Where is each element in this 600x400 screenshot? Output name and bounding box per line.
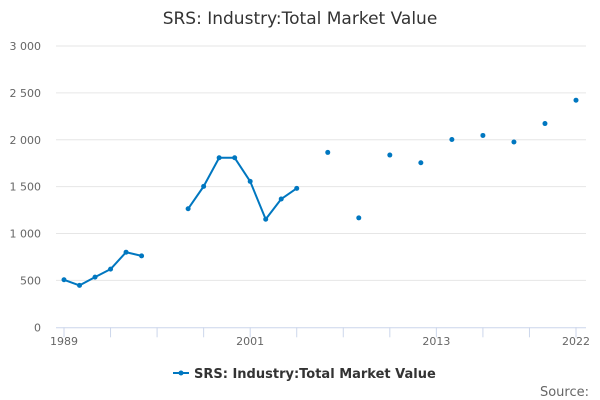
legend-label: SRS: Industry:Total Market Value — [194, 367, 436, 382]
data-point — [325, 149, 331, 155]
data-point — [387, 152, 393, 158]
y-tick-label: 1 500 — [10, 181, 42, 194]
y-tick-label: 3 000 — [10, 40, 42, 53]
y-tick-label: 500 — [20, 274, 41, 287]
data-point — [418, 160, 424, 166]
data-point — [263, 216, 269, 222]
data-point — [201, 183, 207, 189]
data-point — [232, 155, 238, 161]
data-point — [216, 155, 222, 161]
data-point — [480, 132, 486, 138]
data-point — [278, 196, 284, 202]
data-point — [123, 249, 129, 255]
data-point — [542, 121, 548, 127]
series-line-segment — [187, 156, 298, 221]
legend-marker — [178, 370, 184, 376]
y-tick-label: 2 000 — [10, 134, 42, 147]
chart-title: SRS: Industry:Total Market Value — [163, 9, 438, 29]
data-point — [247, 178, 253, 184]
y-tick-label: 2 500 — [10, 87, 42, 100]
series-line-segment — [63, 251, 142, 287]
data-point — [139, 253, 145, 259]
data-point — [185, 206, 191, 212]
x-tick-label: 2001 — [236, 335, 264, 348]
credits: Source: — [540, 385, 589, 400]
data-point — [573, 97, 579, 103]
data-point — [92, 274, 98, 280]
x-tick-label: 2022 — [562, 335, 590, 348]
y-tick-label: 1 000 — [10, 228, 42, 241]
data-point — [61, 277, 67, 283]
data-point — [294, 185, 300, 191]
x-tick-label: 2013 — [422, 335, 450, 348]
y-tick-label: 0 — [34, 321, 41, 334]
data-point — [511, 139, 517, 145]
data-point — [108, 266, 114, 272]
data-point — [356, 215, 362, 221]
legend[interactable]: SRS: Industry:Total Market Value — [173, 367, 436, 382]
data-point — [449, 136, 455, 142]
x-tick-label: 1989 — [50, 335, 78, 348]
data-point — [77, 282, 83, 288]
